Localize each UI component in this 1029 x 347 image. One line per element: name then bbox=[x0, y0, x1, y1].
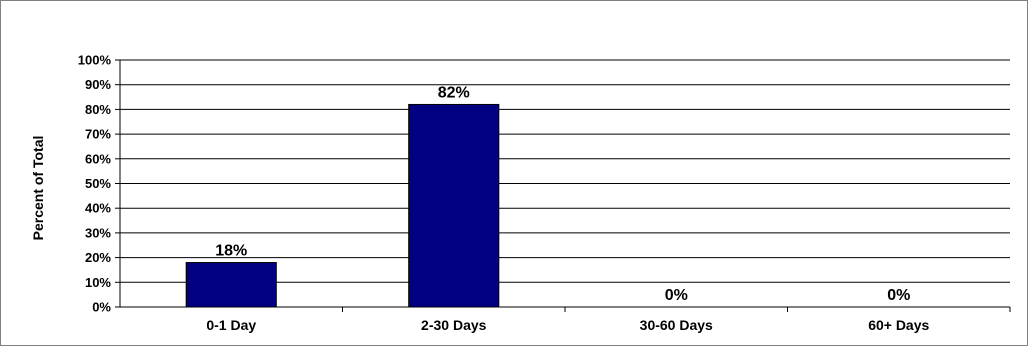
y-tick-label: 40% bbox=[85, 201, 111, 216]
x-tick-label: 2-30 Days bbox=[421, 317, 487, 333]
data-labels: 18% 82% 0% 0% bbox=[215, 84, 910, 304]
bar bbox=[408, 103, 500, 308]
bar bbox=[185, 262, 277, 308]
y-tick-label: 80% bbox=[85, 102, 111, 117]
y-tick-label: 70% bbox=[85, 127, 111, 142]
y-tick-label: 30% bbox=[85, 225, 111, 240]
bars bbox=[185, 103, 500, 308]
y-tick-label: 100% bbox=[78, 53, 112, 68]
y-tick-label: 90% bbox=[85, 77, 111, 92]
x-tick-labels: 0-1 Day 2-30 Days 30-60 Days 60+ Days bbox=[206, 317, 929, 333]
data-label: 0% bbox=[887, 287, 910, 304]
axes bbox=[119, 60, 1010, 308]
y-tick-label: 10% bbox=[85, 275, 111, 290]
y-tick-label: 60% bbox=[85, 151, 111, 166]
data-label: 18% bbox=[215, 243, 247, 260]
y-axis-title: Percent of Total bbox=[30, 136, 46, 241]
x-tick-label: 60+ Days bbox=[868, 317, 929, 333]
y-tick-label: 50% bbox=[85, 176, 111, 191]
x-tick-label: 0-1 Day bbox=[206, 317, 256, 333]
data-label: 0% bbox=[665, 287, 688, 304]
y-tick-labels: 0% 10% 20% 30% 40% 50% 60% 70% 80% 90% 100% bbox=[78, 53, 112, 315]
x-tick-label: 30-60 Days bbox=[640, 317, 713, 333]
data-label: 82% bbox=[438, 84, 470, 101]
y-tick-label: 0% bbox=[92, 300, 111, 315]
y-tick-label: 20% bbox=[85, 250, 111, 265]
